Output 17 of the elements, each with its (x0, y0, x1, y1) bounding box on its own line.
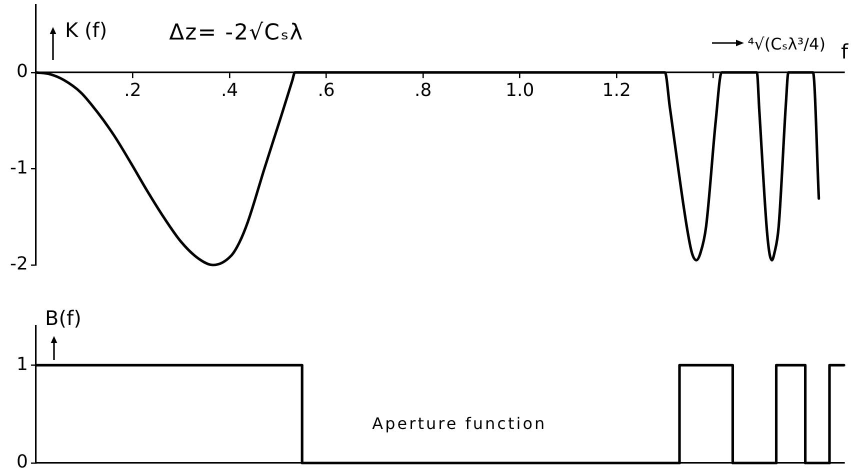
x-tick-label: 1.2 (602, 80, 631, 101)
x-tick-label: .6 (318, 80, 335, 101)
y-axis-title: B(f) (45, 306, 82, 330)
y-tick-label: -1 (10, 157, 28, 178)
x-tick-label: .4 (220, 80, 238, 101)
y-tick-label: 1 (16, 354, 28, 375)
y-tick-label: -2 (10, 254, 28, 275)
x-tick-label: .2 (124, 80, 142, 101)
annotation: ⁴√(Cₛλ³/4) (748, 34, 826, 54)
y-tick-label: 0 (16, 61, 28, 82)
x-axis-title: f (840, 40, 849, 64)
y-tick-label: 0 (16, 452, 28, 469)
x-tick-label: .8 (414, 80, 432, 101)
annotation: Aperture function (372, 414, 547, 433)
x-tick-label: 1.0 (506, 80, 534, 101)
annotation: Δz= -2√Cₛλ (169, 20, 304, 46)
y-axis-title: K (f) (65, 18, 108, 42)
